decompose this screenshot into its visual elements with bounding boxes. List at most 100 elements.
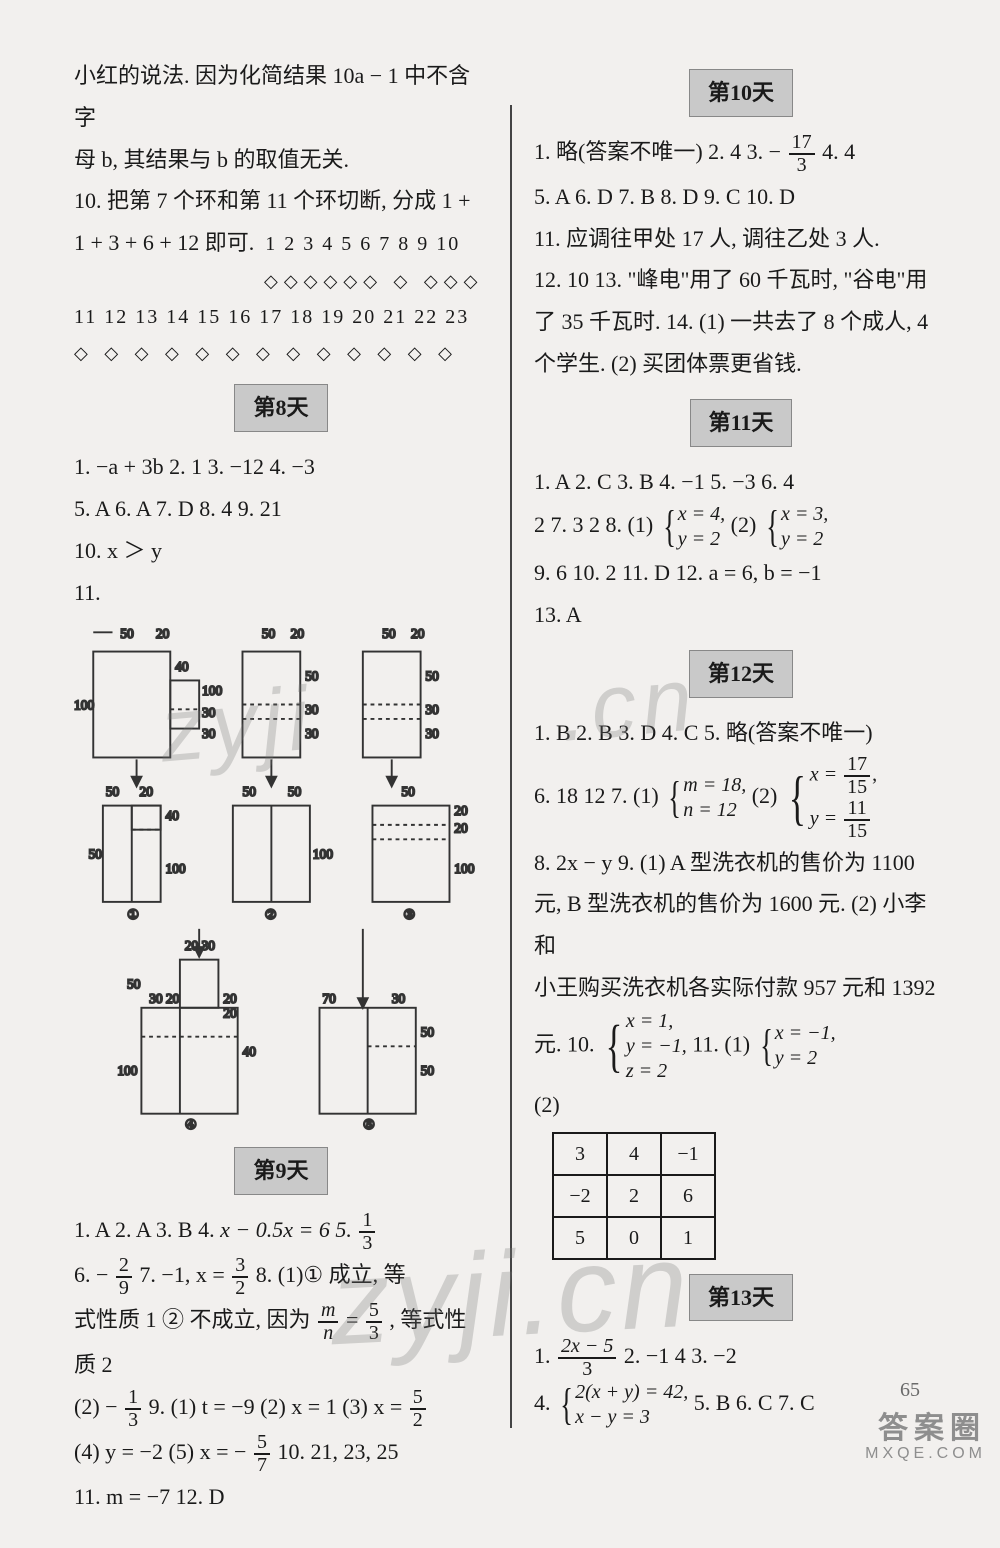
text: (2) − — [74, 1394, 123, 1419]
day12-title: 第12天 — [689, 650, 793, 698]
text: 11. (1) — [692, 1031, 755, 1056]
d12-table-block: (2) 34−1 −226 501 — [534, 1084, 948, 1260]
text: x − 0.5x = 6 5. — [220, 1217, 357, 1242]
text: (4) y = −2 (5) x = − — [74, 1439, 252, 1464]
svg-text:③: ③ — [403, 908, 415, 923]
equation-system: {2(x + y) = 42,x − y = 3 — [556, 1380, 688, 1430]
svg-text:30: 30 — [202, 705, 216, 720]
d8-line: 1. −a + 3b 2. 1 3. −12 4. −3 — [74, 446, 488, 488]
d9-line: 式性质 1 ② 不成立, 因为 mn = 53 , 等式性质 2 — [74, 1299, 488, 1386]
page: 小红的说法. 因为化简结果 10a − 1 中不含字 母 b, 其结果与 b 的… — [0, 0, 1000, 1548]
d12-line: 小王购买洗衣机各实际付款 957 元和 1392 — [534, 967, 948, 1009]
text: 式性质 1 ② 不成立, 因为 — [74, 1307, 316, 1332]
svg-text:50: 50 — [421, 1064, 435, 1079]
svg-text:④: ④ — [185, 1117, 197, 1132]
svg-text:50: 50 — [88, 847, 102, 862]
text: 1. A 2. A 3. B 4. — [74, 1217, 220, 1242]
svg-text:50: 50 — [425, 669, 439, 684]
magic-square-table: 34−1 −226 501 — [552, 1132, 716, 1260]
d9-line: 11. m = −7 12. D — [74, 1476, 488, 1518]
d10-line: 11. 应调往甲处 17 人, 调往乙处 3 人. — [534, 218, 948, 260]
text: 9. (1) t = −9 (2) x = 1 (3) x = — [149, 1394, 408, 1419]
footer-logo-line1: 答案圈 — [865, 1412, 986, 1445]
svg-text:②: ② — [265, 908, 277, 923]
d9-line: (4) y = −2 (5) x = − 57 10. 21, 23, 25 — [74, 1431, 488, 1476]
cell: 2 — [607, 1175, 661, 1217]
fraction: mn — [318, 1300, 338, 1344]
svg-text:20: 20 — [139, 784, 153, 799]
text: 2. −1 4 3. −2 — [624, 1343, 737, 1368]
svg-text:30: 30 — [425, 702, 439, 717]
fraction: 1115 — [844, 798, 870, 842]
day13-title: 第13天 — [689, 1274, 793, 1322]
fraction: 32 — [232, 1255, 248, 1299]
d12-line: 6. 18 12 7. (1) {m = 18,n = 12 (2) { x =… — [534, 754, 948, 842]
text: 1. — [534, 1343, 556, 1368]
cell: 6 — [661, 1175, 715, 1217]
cell: −1 — [661, 1133, 715, 1175]
d12-line: 元. 10. {x = 1,y = −1, z = 2 11. (1) {x =… — [534, 1009, 948, 1084]
day10-title: 第10天 — [689, 69, 793, 117]
text: (2) — [534, 1092, 560, 1117]
equation-system: {x = 4,y = 2 — [659, 502, 726, 552]
text: 1 + 3 + 6 + 12 即可. — [74, 230, 254, 255]
svg-text:30: 30 — [305, 727, 319, 742]
day12-header: 第12天 — [534, 650, 948, 698]
d8-line: 10. x ＞ y — [74, 530, 488, 572]
day8-title: 第8天 — [234, 384, 327, 432]
fraction: 57 — [254, 1432, 270, 1476]
text: 6. 18 12 7. (1) — [534, 783, 664, 808]
svg-text:30: 30 — [392, 991, 406, 1006]
d8-line: 5. A 6. A 7. D 8. 4 9. 21 — [74, 488, 488, 530]
svg-text:100: 100 — [454, 861, 474, 876]
svg-text:20: 20 — [291, 626, 305, 641]
svg-text:100: 100 — [74, 698, 94, 713]
fraction: 29 — [116, 1255, 132, 1299]
text: 1. 略(答案不唯一) 2. 4 3. − — [534, 139, 787, 164]
day11-title: 第11天 — [690, 399, 793, 447]
cell: 0 — [607, 1217, 661, 1259]
svg-text:50: 50 — [242, 784, 256, 799]
page-number: 65 — [900, 1371, 920, 1409]
ring-numbers-1: 1 2 3 4 5 6 7 8 9 10 — [265, 233, 460, 255]
cell: −2 — [553, 1175, 607, 1217]
d12-line: 元, B 型洗衣机的售价为 1600 元. (2) 小李和 — [534, 883, 948, 967]
d9-line: 1. A 2. A 3. B 4. x − 0.5x = 6 5. 13 — [74, 1209, 488, 1254]
intro-line: 母 b, 其结果与 b 的取值无关. — [74, 139, 488, 181]
text: (2) — [731, 512, 762, 537]
ring-diamonds-1: ◇◇◇◇◇◇ ◇ ◇◇◇ — [74, 264, 488, 298]
text: 10. 21, 23, 25 — [277, 1439, 398, 1464]
day9-title: 第9天 — [234, 1147, 327, 1195]
d13-line: 1. 2x − 53 2. −1 4 3. −2 — [534, 1335, 948, 1380]
svg-text:50: 50 — [305, 669, 319, 684]
svg-text:100: 100 — [165, 861, 185, 876]
d11-line: 1. A 2. C 3. B 4. −1 5. −3 6. 4 — [534, 461, 948, 503]
d10-line: 12. 10 13. "峰电"用了 60 千瓦时, "谷电"用 — [534, 259, 948, 301]
fraction: 52 — [410, 1387, 426, 1431]
text: 6. − — [74, 1262, 114, 1287]
day13-header: 第13天 — [534, 1274, 948, 1322]
svg-text:50: 50 — [127, 977, 141, 992]
equation-system: {x = −1,y = 2 — [756, 1021, 836, 1071]
equation-system: {x = 1,y = −1, z = 2 — [600, 1009, 687, 1084]
cell: 3 — [553, 1133, 607, 1175]
fraction: 13 — [125, 1387, 141, 1431]
d10-line: 个学生. (2) 买团体票更省钱. — [534, 343, 948, 385]
svg-text:20: 20 — [223, 1006, 237, 1021]
svg-text:20: 20 — [156, 626, 170, 641]
text: = — [346, 1307, 364, 1332]
text: 4. — [534, 1390, 556, 1415]
d11-line: 9. 6 10. 2 11. D 12. a = 6, b = −1 — [534, 552, 948, 594]
svg-text:100: 100 — [313, 847, 333, 862]
cell: 4 — [607, 1133, 661, 1175]
d8-line: 11. — [74, 572, 488, 614]
svg-text:50: 50 — [120, 626, 134, 641]
svg-text:20: 20 — [411, 626, 425, 641]
text: 5. B 6. C 7. C — [694, 1390, 815, 1415]
equation-system: {x = 3,y = 2 — [762, 502, 829, 552]
d11-line: 13. A — [534, 594, 948, 636]
fraction: 173 — [789, 132, 815, 176]
text: 4. 4 — [822, 139, 855, 164]
d10-line: 1. 略(答案不唯一) 2. 4 3. − 173 4. 4 — [534, 131, 948, 176]
diagram-svg: 50 20 40 100 100 30 30 5020 50 30 30 — [74, 613, 488, 1133]
